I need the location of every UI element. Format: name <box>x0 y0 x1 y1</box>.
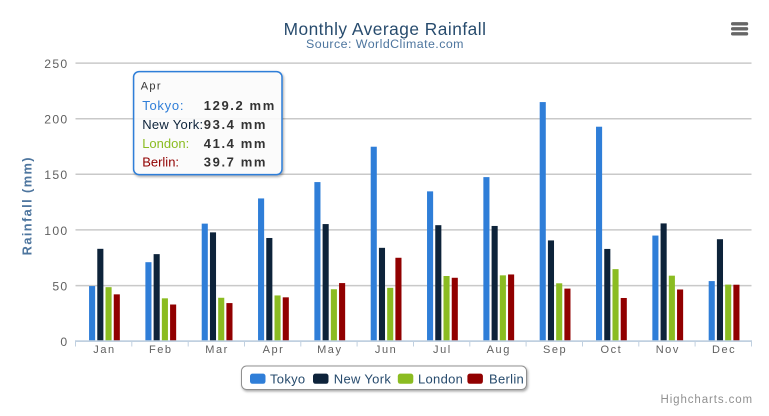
svg-text:Jul: Jul <box>433 344 452 356</box>
svg-text:41.4 mm: 41.4 mm <box>204 136 267 151</box>
svg-text:Highcharts.com: Highcharts.com <box>661 394 754 406</box>
svg-text:Monthly Average Rainfall: Monthly Average Rainfall <box>284 19 487 39</box>
svg-text:Jan: Jan <box>93 344 115 356</box>
svg-text:150: 150 <box>44 168 68 182</box>
svg-text:100: 100 <box>44 224 68 238</box>
svg-text:Rainfall (mm): Rainfall (mm) <box>20 156 35 255</box>
svg-text:New York:: New York: <box>142 117 203 132</box>
svg-text:Mar: Mar <box>205 344 229 356</box>
svg-text:Nov: Nov <box>656 344 680 356</box>
svg-text:New York: New York <box>334 371 392 386</box>
svg-text:0: 0 <box>60 335 68 349</box>
svg-text:Jun: Jun <box>375 344 397 356</box>
svg-text:Apr: Apr <box>141 80 162 92</box>
svg-text:93.4 mm: 93.4 mm <box>204 117 267 132</box>
svg-text:250: 250 <box>44 57 68 71</box>
svg-text:London:: London: <box>142 136 189 151</box>
svg-text:Source: WorldClimate.com: Source: WorldClimate.com <box>306 37 464 51</box>
svg-text:Dec: Dec <box>712 344 736 356</box>
svg-text:129.2 mm: 129.2 mm <box>204 98 276 113</box>
svg-text:Berlin: Berlin <box>489 371 524 386</box>
svg-text:Apr: Apr <box>263 344 285 356</box>
svg-text:Tokyo: Tokyo <box>270 371 305 386</box>
svg-text:Sep: Sep <box>543 344 567 356</box>
svg-text:May: May <box>317 344 342 356</box>
svg-text:Feb: Feb <box>149 344 173 356</box>
svg-text:Tokyo:: Tokyo: <box>142 98 184 113</box>
svg-text:200: 200 <box>44 113 68 127</box>
svg-text:Berlin:: Berlin: <box>142 155 179 170</box>
svg-text:39.7 mm: 39.7 mm <box>204 155 267 170</box>
svg-text:Aug: Aug <box>487 344 511 356</box>
svg-text:Oct: Oct <box>601 344 623 356</box>
svg-text:London: London <box>418 371 463 386</box>
svg-text:50: 50 <box>52 279 68 293</box>
